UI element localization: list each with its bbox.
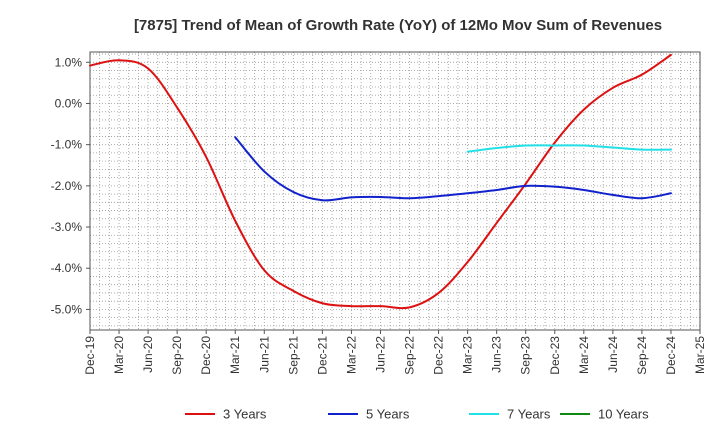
legend-label: 3 Years bbox=[223, 407, 267, 422]
x-tick-label: Mar-20 bbox=[112, 336, 126, 374]
x-tick-label: Sep-22 bbox=[403, 336, 417, 375]
legend-item-5-years: 5 Years bbox=[328, 407, 410, 422]
legend-label: 5 Years bbox=[366, 407, 410, 422]
x-tick-label: Dec-20 bbox=[199, 336, 213, 375]
y-tick-label: 0.0% bbox=[55, 96, 83, 110]
x-tick-label: Mar-22 bbox=[344, 336, 358, 374]
series-line-7-years bbox=[466, 144, 672, 153]
x-tick-label: Jun-20 bbox=[141, 336, 155, 373]
series-line-3-years bbox=[89, 53, 672, 310]
x-tick-label: Sep-24 bbox=[635, 336, 649, 375]
x-tick-label: Sep-21 bbox=[286, 336, 300, 375]
legend: 3 Years 5 Years 7 Years 10 Years bbox=[185, 407, 649, 422]
x-tick-label: Jun-22 bbox=[373, 336, 387, 373]
series-line-5-years bbox=[234, 136, 672, 202]
legend-item-7-years: 7 Years bbox=[469, 407, 551, 422]
x-tick-label: Dec-21 bbox=[315, 336, 329, 375]
x-tick-label: Dec-19 bbox=[83, 336, 97, 375]
x-tick-label: Mar-23 bbox=[461, 336, 475, 374]
axes: 1.0% 0.0% -1.0% -2.0% -3.0% -4.0% -5.0% Dec-19 M… bbox=[51, 51, 707, 375]
x-tick-label: Mar-24 bbox=[577, 336, 591, 374]
x-tick-label: Jun-23 bbox=[490, 336, 504, 373]
y-tick-label: -3.0% bbox=[51, 220, 83, 234]
legend-label: 10 Years bbox=[598, 407, 649, 422]
x-tick-label: Jun-24 bbox=[606, 336, 620, 373]
x-tick-label: Dec-23 bbox=[548, 336, 562, 375]
x-tick-label: Mar-25 bbox=[693, 336, 707, 374]
x-tick-label: Dec-24 bbox=[664, 336, 678, 375]
x-tick-label: Dec-22 bbox=[432, 336, 446, 375]
y-tick-label: -5.0% bbox=[51, 302, 83, 316]
y-tick-label: -1.0% bbox=[51, 138, 83, 152]
legend-item-3-years: 3 Years bbox=[185, 407, 267, 422]
y-tick-label: 1.0% bbox=[55, 55, 83, 69]
x-tick-label: Mar-21 bbox=[228, 336, 242, 374]
grid bbox=[90, 52, 700, 330]
legend-item-10-years: 10 Years bbox=[560, 407, 649, 422]
x-tick-label: Sep-20 bbox=[170, 336, 184, 375]
plot-area-border bbox=[89, 51, 701, 331]
series-layer bbox=[89, 53, 672, 310]
y-tick-label: -4.0% bbox=[51, 261, 83, 275]
x-tick-label: Sep-23 bbox=[519, 336, 533, 375]
x-tick-label: Jun-21 bbox=[257, 336, 271, 373]
chart-title: [7875] Trend of Mean of Growth Rate (YoY… bbox=[134, 17, 662, 34]
legend-label: 7 Years bbox=[507, 407, 551, 422]
y-tick-label: -2.0% bbox=[51, 179, 83, 193]
